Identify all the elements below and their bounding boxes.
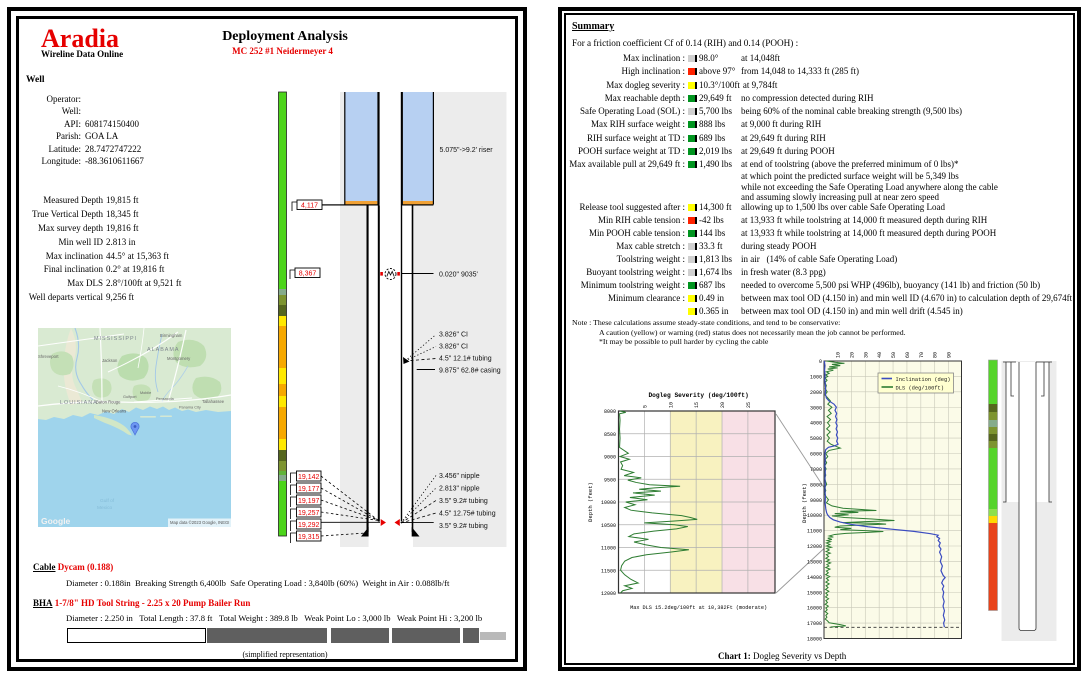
svg-text:9000: 9000 — [810, 498, 822, 504]
svg-text:10500: 10500 — [601, 523, 616, 529]
svg-text:3000: 3000 — [810, 405, 822, 411]
svg-text:12000: 12000 — [807, 544, 822, 550]
svg-text:Map data ©2023 Google, INEGI: Map data ©2023 Google, INEGI — [170, 520, 229, 525]
svg-text:25: 25 — [746, 402, 752, 408]
svg-text:2.813" nipple: 2.813" nipple — [439, 486, 480, 493]
svg-text:Gulfport: Gulfport — [123, 395, 137, 399]
svg-text:Dogleg Severity (deg/100ft): Dogleg Severity (deg/100ft) — [648, 392, 748, 399]
svg-text:5.075"->9.2' riser: 5.075"->9.2' riser — [440, 147, 494, 154]
svg-text:6000: 6000 — [810, 452, 822, 458]
svg-text:11000: 11000 — [807, 529, 822, 535]
svg-text:8500: 8500 — [604, 432, 616, 438]
svg-text:5000: 5000 — [810, 436, 822, 442]
svg-text:15000: 15000 — [807, 590, 822, 596]
svg-text:ALABAMA: ALABAMA — [147, 347, 179, 353]
svg-text:19,257: 19,257 — [298, 510, 320, 517]
svg-text:80: 80 — [933, 352, 939, 358]
svg-text:Shreveport: Shreveport — [38, 354, 59, 359]
svg-text:30: 30 — [863, 352, 869, 358]
svg-text:10: 10 — [835, 352, 841, 358]
svg-text:Depth (feet): Depth (feet) — [587, 482, 594, 522]
svg-text:70: 70 — [919, 352, 925, 358]
svg-text:40: 40 — [877, 352, 883, 358]
svg-text:10000: 10000 — [601, 500, 616, 506]
svg-text:Max DLS 15.2deg/100ft at 10,38: Max DLS 15.2deg/100ft at 10,382Ft (moder… — [630, 605, 767, 611]
svg-text:9500: 9500 — [604, 477, 616, 483]
svg-text:Tallahassee: Tallahassee — [202, 399, 225, 404]
svg-text:MISSISSIPPI: MISSISSIPPI — [94, 336, 137, 342]
svg-text:15: 15 — [694, 402, 700, 408]
svg-text:3.826" CI: 3.826" CI — [439, 332, 468, 339]
svg-text:4000: 4000 — [810, 421, 822, 427]
svg-text:Baton Rouge: Baton Rouge — [96, 400, 121, 405]
svg-text:7000: 7000 — [810, 467, 822, 473]
svg-text:18000: 18000 — [807, 637, 822, 643]
svg-text:19,142: 19,142 — [298, 474, 320, 481]
svg-text:19,197: 19,197 — [298, 498, 320, 505]
svg-text:19,315: 19,315 — [298, 534, 320, 541]
svg-text:Jackson: Jackson — [102, 358, 118, 363]
svg-text:Inclination (deg): Inclination (deg) — [896, 377, 951, 383]
svg-text:0: 0 — [819, 359, 822, 365]
svg-text:11000: 11000 — [601, 546, 616, 552]
svg-text:Birmingham: Birmingham — [160, 333, 183, 338]
svg-text:20: 20 — [720, 402, 726, 408]
svg-text:3.826" CI: 3.826" CI — [439, 344, 468, 351]
svg-text:Mexico: Mexico — [97, 505, 113, 511]
svg-text:8000: 8000 — [810, 482, 822, 488]
svg-text:3.5" 9.2# tubing: 3.5" 9.2# tubing — [439, 498, 488, 505]
svg-text:4.5" 12.1# tubing: 4.5" 12.1# tubing — [439, 356, 492, 363]
svg-text:9.875" 62.8# casing: 9.875" 62.8# casing — [439, 368, 501, 375]
svg-text:Pensacola: Pensacola — [156, 397, 175, 401]
svg-text:9000: 9000 — [604, 455, 616, 461]
svg-text:LOUISIANA: LOUISIANA — [60, 400, 98, 406]
svg-text:2000: 2000 — [810, 390, 822, 396]
svg-text:DLS (deg/100ft): DLS (deg/100ft) — [896, 386, 945, 392]
svg-text:Montgomery: Montgomery — [167, 356, 191, 361]
svg-text:10000: 10000 — [807, 513, 822, 519]
svg-text:12000: 12000 — [601, 591, 616, 597]
svg-text:3.5" 9.2# tubing: 3.5" 9.2# tubing — [439, 523, 488, 530]
svg-text:4,117: 4,117 — [301, 203, 318, 210]
svg-text:50: 50 — [891, 352, 897, 358]
svg-text:8000: 8000 — [604, 409, 616, 415]
svg-text:1000: 1000 — [810, 374, 822, 380]
svg-text:90: 90 — [947, 352, 953, 358]
svg-text:Google: Google — [41, 516, 71, 526]
svg-text:19,292: 19,292 — [298, 522, 320, 529]
svg-text:Depth (feet): Depth (feet) — [801, 483, 808, 523]
svg-text:19,177: 19,177 — [298, 486, 320, 493]
svg-text:3.456" nipple: 3.456" nipple — [439, 473, 480, 480]
svg-text:13000: 13000 — [807, 559, 822, 565]
svg-text:10: 10 — [668, 402, 674, 408]
svg-text:Mobile: Mobile — [140, 391, 151, 395]
svg-text:11500: 11500 — [601, 568, 616, 574]
svg-text:5: 5 — [642, 405, 648, 408]
svg-text:New Orleans: New Orleans — [102, 409, 126, 414]
svg-text:20: 20 — [849, 352, 855, 358]
svg-text:17000: 17000 — [807, 621, 822, 627]
svg-text:8,367: 8,367 — [299, 271, 317, 278]
svg-text:Gulf of: Gulf of — [100, 498, 115, 504]
svg-text:4.5" 12.75# tubing: 4.5" 12.75# tubing — [439, 511, 496, 518]
svg-text:Panama City: Panama City — [179, 406, 201, 410]
svg-text:16000: 16000 — [807, 606, 822, 612]
svg-text:60: 60 — [905, 352, 911, 358]
svg-text:14000: 14000 — [807, 575, 822, 581]
svg-text:0.020" 9035': 0.020" 9035' — [439, 272, 478, 279]
